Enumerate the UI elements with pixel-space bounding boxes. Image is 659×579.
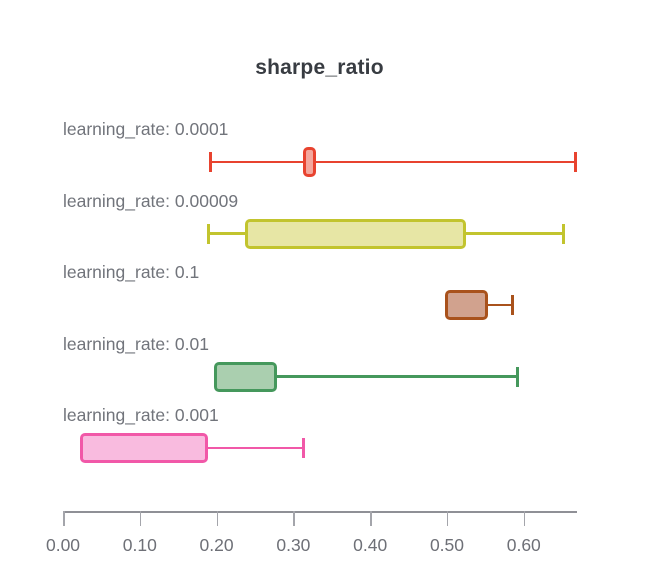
whisker-line-high [487,303,513,307]
box [245,218,467,249]
x-axis-tick [523,511,526,526]
x-axis-tick [446,511,449,526]
whisker-cap-high [562,223,566,244]
chart-title: sharpe_ratio [255,56,384,79]
whisker-cap-low [206,223,210,244]
row-label: learning_rate: 0.001 [63,405,219,425]
x-axis-tick-label: 0.50 [429,535,464,555]
box [303,147,316,177]
x-axis-tick [370,511,372,526]
x-axis-line [63,511,577,513]
x-axis-tick-label: 0.20 [199,535,234,555]
whisker-line-low [208,232,245,235]
box [445,290,488,320]
box [213,361,278,392]
whisker-cap-high [301,438,305,458]
x-axis-tick [63,511,65,526]
x-axis-tick-label: 0.00 [45,535,81,555]
row-label: learning_rate: 0.00009 [63,190,239,211]
whisker-cap-high [510,295,514,315]
x-axis-tick-label: 0.30 [276,535,311,555]
box [79,433,209,463]
whisker-cap-high [516,366,520,387]
whisker-cap-high [573,152,577,172]
x-axis-tick [293,511,295,526]
whisker-line-low [210,160,304,164]
x-axis-tick [139,511,142,526]
row-label: learning_rate: 0.1 [63,262,200,282]
whisker-line-high [466,232,564,235]
whisker-line-high [277,375,518,378]
row-label: learning_rate: 0.01 [63,333,209,354]
whisker-cap-low [208,152,212,172]
x-axis-tick-label: 0.40 [353,535,388,555]
row-label: learning_rate: 0.0001 [63,119,229,139]
whisker-line-high [208,446,304,450]
x-axis-tick [216,511,219,526]
x-axis-tick-label: 0.10 [122,535,157,555]
x-axis-tick-label: 0.60 [506,535,541,555]
whisker-line-high [315,160,576,164]
